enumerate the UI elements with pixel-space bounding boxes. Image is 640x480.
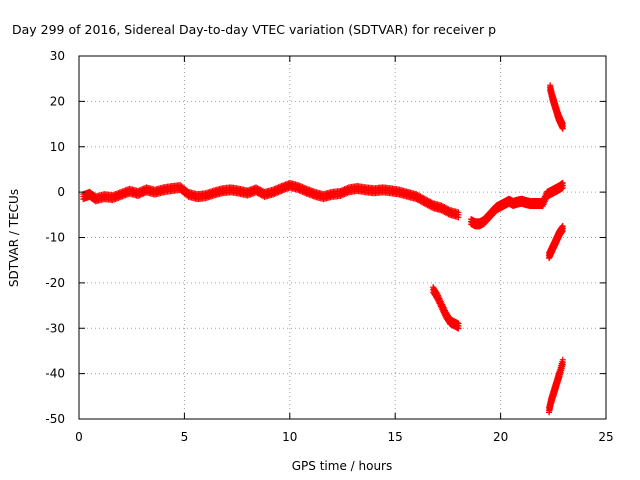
data-point bbox=[559, 125, 566, 132]
y-tick-label: -40 bbox=[45, 367, 65, 381]
chart-title: Day 299 of 2016, Sidereal Day-to-day VTE… bbox=[12, 22, 496, 37]
data-point bbox=[455, 214, 462, 221]
y-tick-label: 30 bbox=[50, 49, 65, 63]
series-1 bbox=[468, 179, 566, 230]
x-axis: 0 5 10 15 20 25 bbox=[75, 56, 614, 444]
x-tick-label: 20 bbox=[493, 430, 508, 444]
y-tick-label: -20 bbox=[45, 276, 65, 290]
x-tick-label: 0 bbox=[75, 430, 83, 444]
series-3 bbox=[547, 82, 566, 132]
x-axis-label: GPS time / hours bbox=[292, 459, 393, 473]
data-points bbox=[80, 82, 566, 416]
x-tick-label: 25 bbox=[598, 430, 613, 444]
grid bbox=[79, 56, 606, 419]
y-tick-label: -30 bbox=[45, 321, 65, 335]
data-point bbox=[455, 325, 462, 332]
x-tick-label: 10 bbox=[282, 430, 297, 444]
data-point bbox=[559, 227, 566, 234]
y-axis-label: SDTVAR / TECUs bbox=[7, 189, 21, 287]
data-point bbox=[559, 184, 566, 191]
y-tick-label: 0 bbox=[57, 185, 65, 199]
x-tick-label: 15 bbox=[388, 430, 403, 444]
x-tick-label: 5 bbox=[181, 430, 189, 444]
series-2 bbox=[430, 284, 462, 332]
y-tick-label: 20 bbox=[50, 94, 65, 108]
data-point bbox=[559, 361, 566, 368]
series-5 bbox=[546, 356, 566, 416]
series-4 bbox=[546, 222, 566, 262]
series-0 bbox=[80, 179, 462, 221]
y-tick-label: -50 bbox=[45, 412, 65, 426]
y-tick-label: 10 bbox=[50, 140, 65, 154]
plot-frame bbox=[78, 55, 607, 420]
y-tick-label: -10 bbox=[45, 231, 65, 245]
y-axis: 30 20 10 0 -10 -20 -30 -40 -50 bbox=[45, 49, 606, 426]
